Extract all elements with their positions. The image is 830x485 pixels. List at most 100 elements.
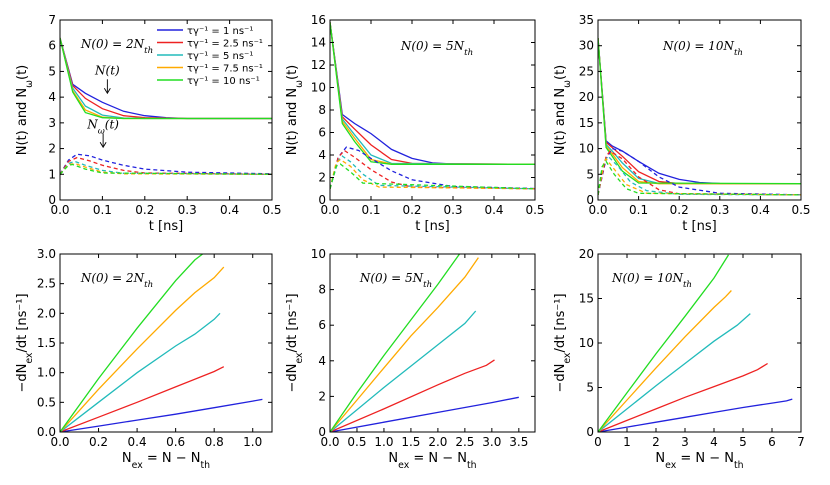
x-tick-label: 0.5: [791, 203, 810, 217]
y-tick-label: 25: [579, 64, 594, 78]
y-tick-label: 0: [48, 193, 56, 207]
series-group: [60, 37, 272, 175]
x-tick-label: 4: [710, 435, 718, 449]
x-tick-label: 0.4: [220, 203, 239, 217]
axes-frame: [329, 253, 536, 433]
x-tick-label: 2.5: [455, 435, 474, 449]
legend-entry: τγ⁻¹ = 5 ns⁻¹: [187, 51, 253, 62]
x-tick-label: 0.2: [670, 203, 689, 217]
y-tick-label: 7: [48, 13, 56, 27]
axes-frame: [59, 19, 273, 201]
y-tick-label: 2.0: [37, 306, 56, 320]
x-tick-label: 6: [768, 435, 776, 449]
x-tick-label: 0.4: [751, 203, 770, 217]
y-tick-label: 3.0: [37, 247, 56, 261]
series-line-0: [60, 398, 263, 432]
y-tick-label: 1.5: [37, 336, 56, 350]
y-tick-label: 30: [579, 39, 594, 53]
panel-f: 0 1 2 3 4 5 6 7 0 5 10 15 20 Nex = N − Nth −dNex/dt [n…: [553, 247, 805, 471]
panel-b: 0.0 0.1 0.2 0.3 0.4 0.5 0 2 4 6 8 10 12 14 16 t [ns] N(t…: [285, 13, 545, 234]
x-tick-label: 0: [594, 435, 602, 449]
series-line-5: [330, 146, 535, 190]
initial-condition-label: N(0) = 2Nth: [80, 37, 153, 56]
y-tick-label: 6: [48, 39, 56, 53]
y-tick-label: 35: [579, 13, 594, 27]
series-line-0: [598, 398, 793, 432]
series-line-8: [330, 158, 535, 190]
x-tick-label: 1.0: [243, 435, 262, 449]
series-line-7: [330, 155, 535, 190]
x-tick-label: 2.0: [428, 435, 447, 449]
y-tick-label: 4: [48, 90, 56, 104]
y-tick-label: 0.5: [37, 395, 56, 409]
series-line-1: [598, 37, 801, 185]
series-line-2: [60, 312, 221, 432]
legend: τγ⁻¹ = 1 ns⁻¹ τγ⁻¹ = 2.5 ns⁻¹τγ⁻¹ = 5 ns⁻…: [157, 26, 263, 87]
x-tick-label: 7: [797, 435, 805, 449]
y-tick-label: 0.0: [37, 425, 56, 439]
curve-label: Nω(t): [86, 117, 119, 136]
y-tick-label: 1: [48, 167, 56, 181]
y-tick-label: 10: [579, 142, 594, 156]
y-tick-label: 15: [579, 116, 594, 130]
y-tick-label: 8: [318, 103, 326, 117]
x-tick-label: 0.5: [525, 203, 544, 217]
y-tick-label: 0: [586, 193, 594, 207]
y-axis-label: −dNex/dt [ns⁻¹]: [553, 293, 573, 392]
x-tick-label: 0.0: [320, 435, 339, 449]
y-tick-label: 14: [311, 36, 326, 50]
y-tick-label: 20: [579, 247, 594, 261]
y-tick-label: 2.5: [37, 277, 56, 291]
x-tick-label: 0.2: [89, 435, 108, 449]
y-tick-label: 1.0: [37, 366, 56, 380]
x-tick-label: 3.5: [509, 435, 528, 449]
x-axis-label: Nex = N − Nth: [388, 451, 476, 471]
y-tick-label: 15: [579, 292, 594, 306]
panel-e: 0.0 0.5 1.0 1.5 2.0 2.5 3.0 3.5 0 2 4 6 8 10 Nex = N −…: [285, 247, 536, 471]
y-tick-label: 6: [318, 318, 326, 332]
y-axis-label: N(t) and Nω(t): [285, 65, 305, 156]
x-tick-label: 3.0: [482, 435, 501, 449]
y-tick-label: 5: [48, 64, 56, 78]
x-tick-label: 0.0: [320, 203, 339, 217]
x-tick-label: 0.2: [135, 203, 154, 217]
panel-d: 0.0 0.2 0.4 0.6 0.8 1.0 0.0 0.5 1.0 1.5 2.0 2.5 3.0 N…: [15, 247, 273, 471]
initial-condition-label: N(0) = 10Nth: [611, 271, 692, 290]
y-tick-label: 3: [48, 116, 56, 130]
x-tick-label: 0.1: [361, 203, 380, 217]
panel-a: 0.0 0.1 0.2 0.3 0.4 0.5 0 1 2 3 4 5 6 7 t [ns] N(t) and…: [15, 13, 282, 234]
x-axis-label: t [ns]: [682, 219, 716, 234]
x-axis-label: Nex = N − Nth: [122, 451, 210, 471]
series-line-0: [330, 396, 519, 432]
series-line-8: [598, 157, 801, 196]
legend-entry: τγ⁻¹ = 7.5 ns⁻¹: [187, 64, 263, 75]
curve-label-arrowhead: [103, 88, 111, 95]
x-tick-label: 0.1: [93, 203, 112, 217]
curve-label: N(t): [94, 63, 120, 77]
series-group: [330, 22, 535, 190]
x-tick-label: 0.5: [347, 435, 366, 449]
series-group: [598, 254, 793, 432]
y-tick-label: 2: [318, 389, 326, 403]
x-tick-label: 0.6: [166, 435, 185, 449]
y-axis-label: N(t) and Nω(t): [553, 65, 573, 156]
x-tick-label: 1: [623, 435, 631, 449]
series-line-6: [60, 156, 272, 175]
y-tick-label: 12: [311, 58, 326, 72]
y-tick-label: 10: [311, 247, 326, 261]
panel-c: 0.0 0.1 0.2 0.3 0.4 0.5 0 5 10 15 20 25 30 35 t [ns] N(…: [553, 13, 811, 234]
legend-entry: τγ⁻¹ = 2.5 ns⁻¹: [187, 39, 263, 50]
x-tick-label: 0.8: [205, 435, 224, 449]
x-tick-label: 5: [739, 435, 747, 449]
series-line-4: [330, 254, 461, 432]
y-tick-label: 8: [318, 283, 326, 297]
x-tick-label: 0.0: [50, 435, 69, 449]
y-tick-label: 5: [586, 167, 594, 181]
series-line-1: [598, 362, 768, 432]
x-tick-label: 0.3: [178, 203, 197, 217]
x-tick-label: 0.0: [588, 203, 607, 217]
series-line-2: [330, 310, 477, 432]
initial-condition-label: N(0) = 2Nth: [80, 271, 153, 290]
legend-entry: τγ⁻¹ = 1 ns⁻¹: [187, 26, 253, 37]
y-axis-label: N(t) and Nω(t): [15, 65, 35, 156]
